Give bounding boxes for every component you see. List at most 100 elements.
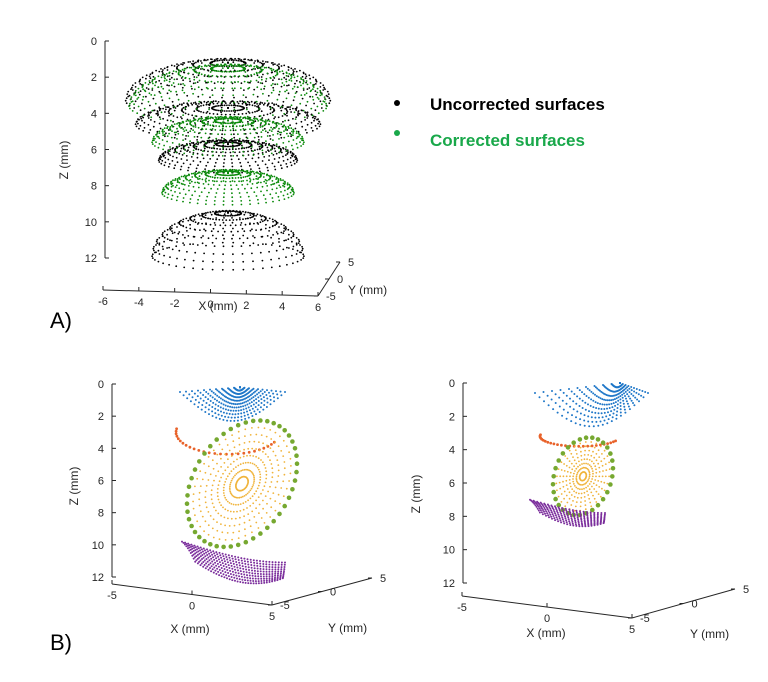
uncorrected-surface-1-point — [309, 95, 311, 98]
corrected-surface-3-point — [239, 174, 242, 177]
corrected-surface-1-point — [285, 74, 288, 77]
posterior-lens-point — [223, 560, 226, 563]
corrected-surface-2-point — [282, 125, 285, 128]
posterior-lens-point — [265, 581, 268, 584]
corrected-surface-1-point — [312, 85, 315, 88]
corrected-surface-1-point — [272, 114, 274, 116]
uncorrected-surface-1-point — [163, 67, 166, 70]
uncorrected-surface-2-point — [290, 111, 292, 113]
corrected-surface-3-point — [247, 174, 250, 177]
anterior-lens-point — [244, 428, 247, 431]
posterior-lens-point — [226, 569, 229, 571]
anterior-lens-point — [198, 491, 201, 494]
anterior-lens-point — [578, 469, 581, 471]
corrected-surface-3-point — [237, 188, 240, 190]
anterior-lens-point — [587, 494, 590, 496]
posterior-lens-point — [239, 570, 242, 573]
uncorrected-surface-1-point — [200, 62, 203, 64]
uncorrected-surface-3-point — [245, 146, 248, 149]
corrected-surface-1-point — [296, 75, 299, 78]
anterior-cornea-point — [622, 399, 625, 402]
corrected-surface-1-point — [242, 67, 245, 70]
uncorrected-surface-2-point — [269, 112, 272, 115]
corrected-surface-2-point — [292, 148, 294, 151]
anterior-cornea-point — [191, 390, 193, 393]
posterior-lens-point — [220, 575, 223, 578]
anterior-lens-point — [277, 469, 280, 472]
anterior-lens-point — [242, 502, 245, 505]
corrected-surface-1-point — [232, 94, 235, 97]
corrected-surface-3-point — [213, 180, 216, 183]
anterior-lens-point — [601, 475, 604, 478]
posterior-lens-point — [238, 561, 241, 564]
posterior-lens-point — [238, 578, 241, 581]
anterior-cornea-point — [619, 414, 622, 417]
uncorrected-surface-2-point — [147, 111, 150, 114]
posterior-lens-point — [204, 555, 207, 558]
corrected-surface-3-point — [268, 178, 270, 181]
posterior-lens-point — [196, 545, 199, 548]
uncorrected-surface-4-point — [240, 212, 243, 215]
corrected-surface-2-point — [161, 130, 164, 133]
uncorrected-surface-1-point — [314, 109, 317, 112]
posterior-cornea-point — [614, 439, 617, 443]
corrected-surface-2-point — [234, 118, 237, 120]
anterior-lens-point — [575, 491, 578, 494]
corrected-surface-2-point — [163, 133, 166, 136]
uncorrected-surface-3-point — [216, 147, 219, 150]
corrected-surface-3-point — [275, 181, 278, 184]
anterior-cornea-point — [607, 418, 610, 421]
posterior-lens-point — [268, 579, 271, 582]
corrected-surface-2-point — [221, 122, 223, 124]
uncorrected-surface-3-point — [234, 151, 236, 154]
uncorrected-surface-4-point — [224, 224, 227, 227]
anterior-lens-point — [578, 492, 580, 495]
uncorrected-surface-4-point — [231, 217, 233, 219]
anterior-cornea-point — [212, 401, 215, 404]
corrected-surface-1-point — [190, 85, 193, 88]
posterior-lens-point — [210, 551, 213, 554]
uncorrected-surface-1-point — [222, 82, 225, 85]
anterior-cornea-point — [260, 398, 263, 401]
anterior-lens-point — [204, 471, 207, 474]
anterior-cornea-point — [579, 418, 582, 421]
anterior-lens-point — [590, 465, 592, 468]
uncorrected-surface-1-point — [227, 61, 229, 64]
anterior-cornea-point — [199, 397, 202, 400]
posterior-lens-point — [251, 577, 254, 580]
uncorrected-surface-3-point — [209, 158, 212, 160]
corrected-surface-2-point — [242, 127, 245, 130]
corrected-surface-2-point — [158, 132, 161, 135]
anterior-lens-point — [227, 509, 229, 512]
uncorrected-surface-3-point — [178, 145, 181, 148]
uncorrected-surface-4-point — [242, 268, 245, 271]
corrected-surface-2-point — [199, 117, 201, 120]
uncorrected-surface-2-point — [261, 102, 264, 104]
uncorrected-surface-2-point — [216, 105, 218, 107]
anterior-lens-point — [220, 523, 222, 525]
uncorrected-surface-3-point — [199, 141, 202, 144]
posterior-lens-point — [229, 562, 232, 565]
corrected-surface-2-point — [177, 122, 180, 124]
corrected-surface-2-point — [221, 127, 224, 130]
series-lens-edge — [184, 418, 300, 550]
uncorrected-surface-2-point — [262, 114, 265, 117]
posterior-lens-point — [207, 563, 210, 566]
uncorrected-surface-4-point — [177, 232, 180, 235]
anterior-lens-point — [274, 509, 277, 512]
uncorrected-surface-1-point — [261, 117, 264, 119]
uncorrected-surface-2-point — [267, 131, 269, 134]
anterior-lens-point — [569, 475, 571, 478]
uncorrected-surface-4-point — [283, 227, 286, 230]
anterior-cornea-point — [216, 389, 219, 392]
corrected-surface-1-point — [173, 78, 176, 81]
anterior-lens-point — [232, 510, 235, 513]
corrected-surface-1-point — [221, 64, 224, 67]
corrected-surface-2-point — [231, 137, 233, 140]
anterior-lens-point — [244, 461, 247, 464]
uncorrected-surface-1-point — [180, 116, 182, 118]
uncorrected-surface-3-point — [173, 167, 176, 170]
posterior-lens-point — [274, 563, 277, 566]
z-tick-label: 6 — [449, 478, 455, 490]
corrected-surface-1-point — [181, 68, 184, 71]
